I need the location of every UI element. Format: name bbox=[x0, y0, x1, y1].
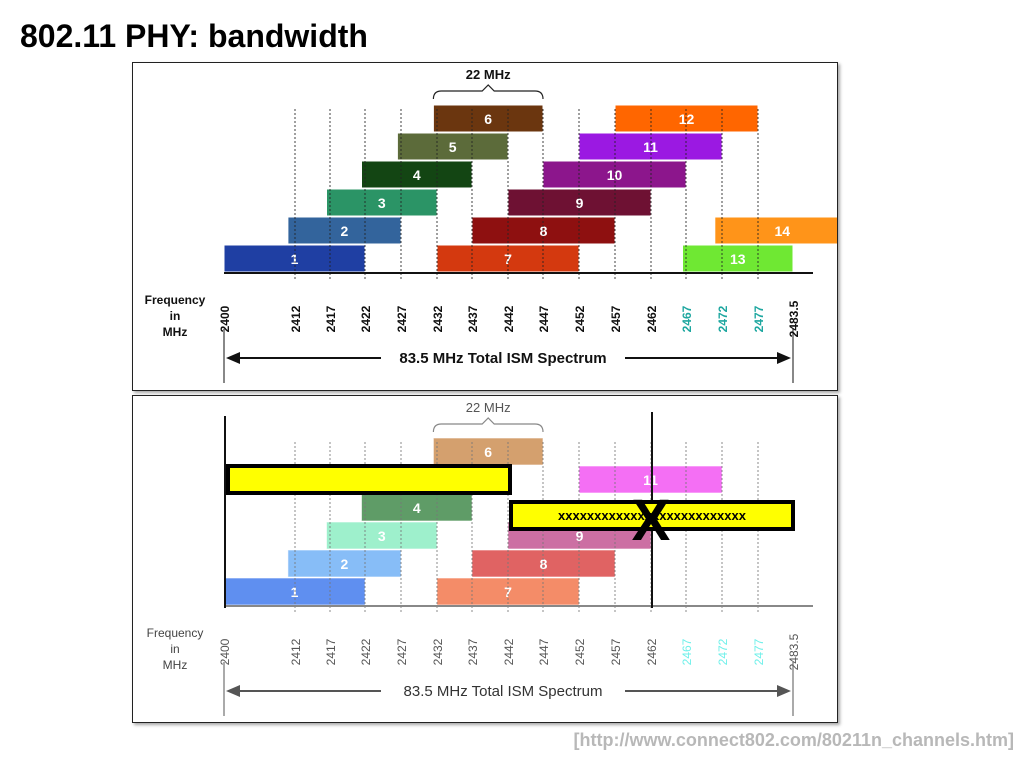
channel-diagram-bottom-svg: 1234678911240024122417242224272432243724… bbox=[147, 400, 813, 716]
tick-label-2462: 2462 bbox=[645, 305, 659, 332]
channel-6-bar bbox=[432, 104, 544, 133]
spectrum-label: 83.5 MHz Total ISM Spectrum bbox=[404, 683, 603, 700]
tick-label-2432: 2432 bbox=[431, 305, 445, 332]
tick-label-2400: 2400 bbox=[218, 638, 232, 665]
channel-2-bar bbox=[287, 216, 402, 245]
tick-label-2422: 2422 bbox=[359, 305, 373, 332]
tick-label-2437: 2437 bbox=[466, 638, 480, 665]
tick-label-2432: 2432 bbox=[431, 638, 445, 665]
frequency-axis-title-line-2: in bbox=[170, 642, 179, 656]
bandwidth-label: 22 MHz bbox=[466, 400, 511, 415]
channel-3-bar bbox=[326, 521, 438, 550]
tick-label-2472: 2472 bbox=[716, 638, 730, 665]
channel-4-label: 4 bbox=[413, 167, 421, 183]
tick-label-2462: 2462 bbox=[645, 638, 659, 665]
channel-8-label: 8 bbox=[540, 223, 548, 239]
tick-label-2412: 2412 bbox=[289, 638, 303, 665]
tick-label-2483.5: 2483.5 bbox=[787, 633, 801, 670]
spectrum-arrow-right-head bbox=[777, 352, 791, 364]
channel-12-label: 12 bbox=[679, 111, 695, 127]
tick-label-2447: 2447 bbox=[537, 638, 551, 665]
tick-label-2442: 2442 bbox=[502, 638, 516, 665]
tick-label-2422: 2422 bbox=[359, 638, 373, 665]
tick-label-2417: 2417 bbox=[324, 638, 338, 665]
tick-label-2457: 2457 bbox=[609, 305, 623, 332]
bandwidth-brace bbox=[432, 417, 544, 433]
channel-5-label: 5 bbox=[449, 139, 457, 155]
channel-6-label: 6 bbox=[484, 444, 492, 460]
channel-2-label: 2 bbox=[341, 556, 349, 572]
bandwidth-brace bbox=[432, 84, 544, 100]
channel-5-bar bbox=[396, 132, 509, 161]
highlight-bar-crossed bbox=[509, 500, 795, 531]
tick-label-2467: 2467 bbox=[680, 638, 694, 665]
tick-label-2417: 2417 bbox=[324, 305, 338, 332]
tick-label-2477: 2477 bbox=[752, 305, 766, 332]
channel-4-bar bbox=[361, 160, 473, 189]
channel-9-label: 9 bbox=[576, 528, 584, 544]
channel-diagram-full: 1234567891011121314240024122417242224272… bbox=[132, 62, 838, 391]
channel-4-label: 4 bbox=[413, 500, 421, 516]
tick-label-2472: 2472 bbox=[716, 305, 730, 332]
channel-2-label: 2 bbox=[341, 223, 349, 239]
channel-3-label: 3 bbox=[378, 528, 386, 544]
spectrum-arrow-left-head bbox=[226, 685, 240, 697]
tick-label-2477: 2477 bbox=[752, 638, 766, 665]
channel-2-bar bbox=[287, 549, 402, 578]
source-citation: [http://www.connect802.com/80211n_channe… bbox=[573, 730, 1014, 750]
channel-13-label: 13 bbox=[730, 251, 746, 267]
channel-14-bar bbox=[714, 216, 837, 245]
channel-8-label: 8 bbox=[540, 556, 548, 572]
tick-label-2457: 2457 bbox=[609, 638, 623, 665]
tick-label-2400: 2400 bbox=[218, 305, 232, 332]
highlight-bar-crossed-text: xxxxxxxxxxxxxxxxxxxxxxxxxx bbox=[558, 508, 747, 523]
frequency-axis-title-line-3: MHz bbox=[163, 658, 188, 672]
channel-9-label: 9 bbox=[576, 195, 584, 211]
bandwidth-label: 22 MHz bbox=[466, 67, 511, 82]
channel-3-label: 3 bbox=[378, 195, 386, 211]
frequency-axis-title-line-2: in bbox=[170, 309, 181, 323]
highlight-bar-wide bbox=[226, 464, 512, 495]
tick-label-2437: 2437 bbox=[466, 305, 480, 332]
channel-14-label: 14 bbox=[775, 223, 791, 239]
tick-label-2483.5: 2483.5 bbox=[787, 300, 801, 337]
frequency-axis-title-line-1: Frequency bbox=[147, 626, 204, 640]
tick-label-2452: 2452 bbox=[573, 638, 587, 665]
channel-diagram-top-svg: 1234567891011121314240024122417242224272… bbox=[145, 67, 837, 383]
spectrum-label: 83.5 MHz Total ISM Spectrum bbox=[399, 350, 606, 367]
tick-label-2452: 2452 bbox=[573, 305, 587, 332]
tick-label-2442: 2442 bbox=[502, 305, 516, 332]
frequency-axis-title-line-1: Frequency bbox=[145, 293, 206, 307]
slide-title: 802.11 PHY: bandwidth bbox=[20, 18, 368, 54]
channel-diagram-restricted: 1234678911240024122417242224272432243724… bbox=[132, 395, 838, 723]
cross-mark: X bbox=[632, 488, 671, 553]
tick-label-2427: 2427 bbox=[395, 305, 409, 332]
tick-label-2427: 2427 bbox=[395, 638, 409, 665]
tick-label-2447: 2447 bbox=[537, 305, 551, 332]
spectrum-arrow-right-head bbox=[777, 685, 791, 697]
frequency-axis-title-line-3: MHz bbox=[163, 325, 188, 339]
tick-label-2467: 2467 bbox=[680, 305, 694, 332]
channel-6-label: 6 bbox=[484, 111, 492, 127]
spectrum-arrow-left-head bbox=[226, 352, 240, 364]
tick-label-2412: 2412 bbox=[289, 305, 303, 332]
